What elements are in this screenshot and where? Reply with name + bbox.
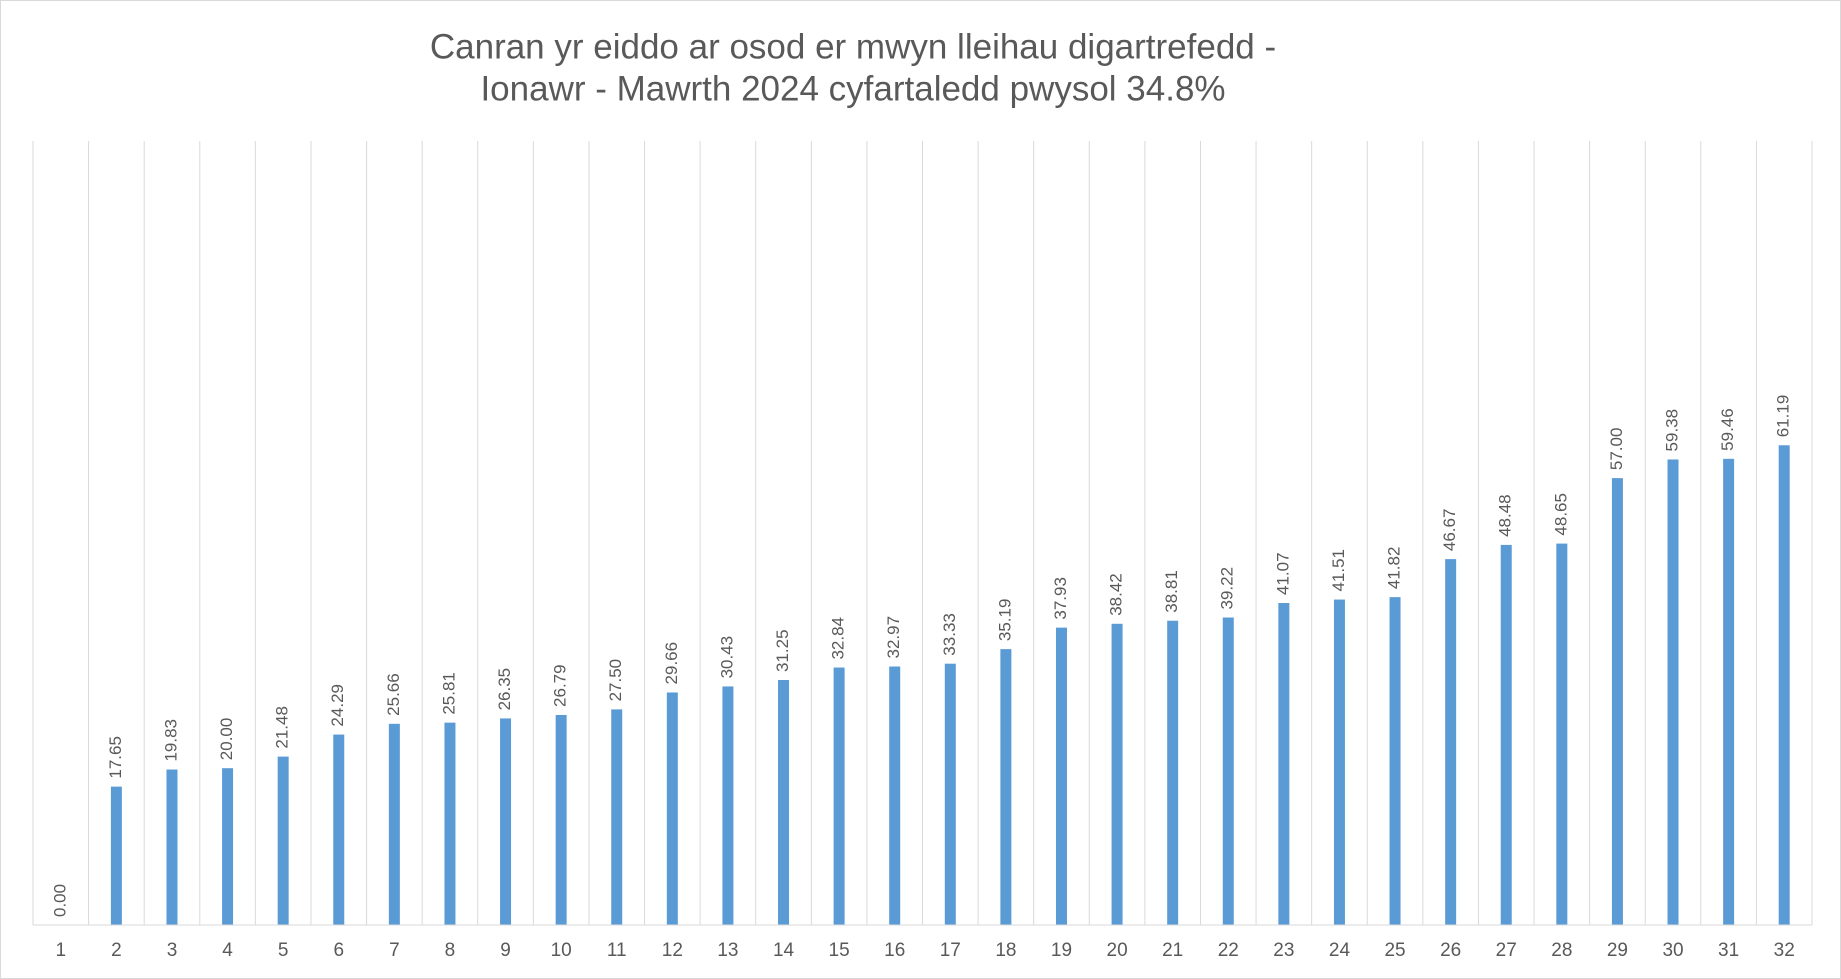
value-label: 30.43	[717, 636, 736, 679]
value-label: 26.79	[551, 664, 570, 707]
x-tick-label: 29	[1607, 940, 1628, 961]
x-tick-label: 12	[662, 940, 683, 961]
value-label: 29.66	[662, 642, 681, 685]
x-tick-label: 17	[940, 940, 961, 961]
value-label: 48.65	[1551, 493, 1570, 536]
x-tick-label: 1	[56, 940, 67, 961]
bar	[500, 718, 512, 925]
value-label: 26.35	[495, 668, 514, 711]
value-label: 35.19	[995, 599, 1014, 642]
value-label: 57.00	[1607, 428, 1626, 471]
x-tick-label: 18	[995, 940, 1016, 961]
x-tick-label: 8	[445, 940, 456, 961]
bar	[1222, 617, 1234, 925]
x-tick-label: 6	[333, 940, 344, 961]
bar	[833, 667, 845, 925]
x-tick-label: 15	[829, 940, 850, 961]
value-label: 41.82	[1385, 547, 1404, 590]
value-label: 48.48	[1496, 494, 1515, 537]
value-label: 33.33	[940, 613, 959, 656]
value-label: 46.67	[1440, 509, 1459, 552]
x-tick-label: 4	[222, 940, 233, 961]
bar	[444, 722, 456, 925]
x-tick-label: 27	[1496, 940, 1517, 961]
value-label: 32.97	[884, 616, 903, 659]
x-tick-label: 5	[278, 940, 289, 961]
bar	[166, 769, 178, 925]
bar	[1389, 597, 1401, 925]
value-label: 0.00	[50, 884, 69, 917]
x-tick-label: 16	[884, 940, 905, 961]
value-label: 31.25	[773, 629, 792, 672]
value-label: 17.65	[106, 736, 125, 779]
value-label: 25.81	[439, 672, 458, 715]
bar	[1611, 478, 1623, 925]
bar	[722, 686, 734, 925]
value-label: 25.66	[384, 673, 403, 716]
value-label: 21.48	[273, 706, 292, 749]
value-label: 38.42	[1107, 573, 1126, 616]
value-label: 61.19	[1774, 395, 1793, 438]
value-label: 41.51	[1329, 549, 1348, 592]
x-tick-label: 10	[551, 940, 572, 961]
value-label: 59.38	[1663, 409, 1682, 452]
value-label: 37.93	[1051, 577, 1070, 620]
bar	[1778, 445, 1790, 925]
bar	[778, 680, 790, 925]
bar	[110, 786, 122, 925]
value-label: 38.81	[1162, 570, 1181, 613]
bar	[1167, 620, 1179, 925]
x-tick-label: 24	[1329, 940, 1351, 961]
x-tick-label: 2	[111, 940, 122, 961]
bar	[1445, 559, 1457, 925]
x-tick-label: 9	[500, 940, 511, 961]
bar	[277, 756, 289, 925]
bar	[1556, 543, 1568, 925]
bar	[1723, 458, 1735, 925]
bar	[1667, 459, 1679, 925]
x-tick-label: 26	[1440, 940, 1461, 961]
x-tick-label: 32	[1774, 940, 1795, 961]
chart-title: Canran yr eiddo ar osod er mwyn lleihau …	[430, 27, 1276, 66]
value-label: 39.22	[1218, 567, 1237, 610]
bar	[944, 663, 956, 925]
bar	[611, 709, 623, 925]
x-tick-label: 23	[1273, 940, 1294, 961]
bar	[388, 723, 400, 925]
value-label: 20.00	[217, 718, 236, 761]
value-label: 59.46	[1718, 408, 1737, 451]
x-tick-label: 28	[1551, 940, 1572, 961]
bar	[1333, 599, 1345, 925]
x-tick-label: 13	[717, 940, 738, 961]
bar	[1111, 623, 1123, 925]
bar	[1000, 649, 1012, 925]
bar	[1500, 544, 1512, 925]
x-tick-label: 20	[1107, 940, 1128, 961]
bar	[222, 768, 234, 925]
value-label: 27.50	[606, 659, 625, 702]
value-label: 19.83	[161, 719, 180, 762]
x-tick-label: 7	[389, 940, 400, 961]
value-label: 32.84	[829, 617, 848, 660]
bar	[889, 666, 901, 925]
bar	[333, 734, 345, 925]
bar	[666, 692, 678, 925]
x-tick-label: 11	[607, 940, 627, 961]
x-tick-label: 30	[1662, 940, 1683, 961]
chart-title: Ionawr - Mawrth 2024 cyfartaledd pwysol …	[480, 69, 1225, 108]
value-label: 41.07	[1273, 552, 1292, 595]
x-tick-label: 19	[1051, 940, 1072, 961]
x-tick-label: 25	[1384, 940, 1405, 961]
x-tick-label: 3	[167, 940, 178, 961]
bar	[1055, 627, 1067, 925]
bar	[555, 714, 567, 925]
x-tick-label: 21	[1162, 940, 1183, 961]
x-tick-label: 31	[1718, 940, 1739, 961]
value-label: 24.29	[328, 684, 347, 727]
bar	[1278, 603, 1290, 925]
x-tick-label: 22	[1218, 940, 1239, 961]
x-tick-label: 14	[773, 940, 795, 961]
